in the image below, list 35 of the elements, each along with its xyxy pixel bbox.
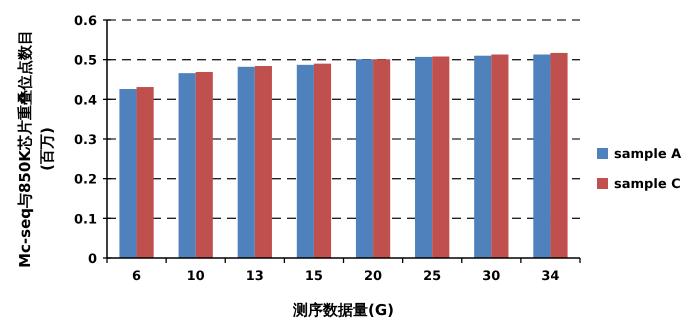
x-tick-label: 13 (246, 269, 264, 284)
bar (196, 72, 213, 258)
bar (550, 52, 568, 258)
bar (373, 59, 390, 258)
bar (356, 59, 374, 258)
x-tick-label: 6 (132, 269, 142, 284)
bar (136, 87, 154, 258)
x-tick-label: 30 (482, 269, 500, 284)
x-tick-label: 10 (186, 269, 205, 284)
x-axis-title: 测序数据量(G) (292, 301, 394, 319)
x-tick-label: 15 (304, 269, 323, 284)
y-tick-label: 0.1 (74, 212, 97, 228)
y-tick-label: 0.3 (74, 133, 97, 148)
bar (474, 56, 492, 258)
bar (415, 56, 432, 258)
x-tick-label: 25 (423, 269, 442, 284)
bar (178, 73, 196, 258)
x-tick-label: 20 (364, 269, 382, 284)
legend-label: sample A (614, 147, 682, 162)
bar (314, 64, 332, 258)
legend-label: sample C (614, 177, 681, 192)
bar (238, 66, 255, 258)
y-axis-title: Mc-seq与850K芯片重叠位点数目 (百万) (16, 30, 56, 268)
bar (119, 89, 137, 258)
bar (432, 56, 450, 258)
bar (296, 64, 314, 258)
y-tick-label: 0.2 (74, 172, 97, 188)
x-tick-label: 34 (541, 269, 560, 284)
y-tick-label: 0.5 (74, 54, 97, 69)
y-tick-label: 0 (88, 252, 97, 267)
y-tick-label: 0.4 (74, 93, 97, 108)
y-tick-label: 0.6 (74, 14, 97, 29)
bar (533, 54, 550, 258)
bar (491, 54, 508, 258)
bar (254, 66, 272, 258)
